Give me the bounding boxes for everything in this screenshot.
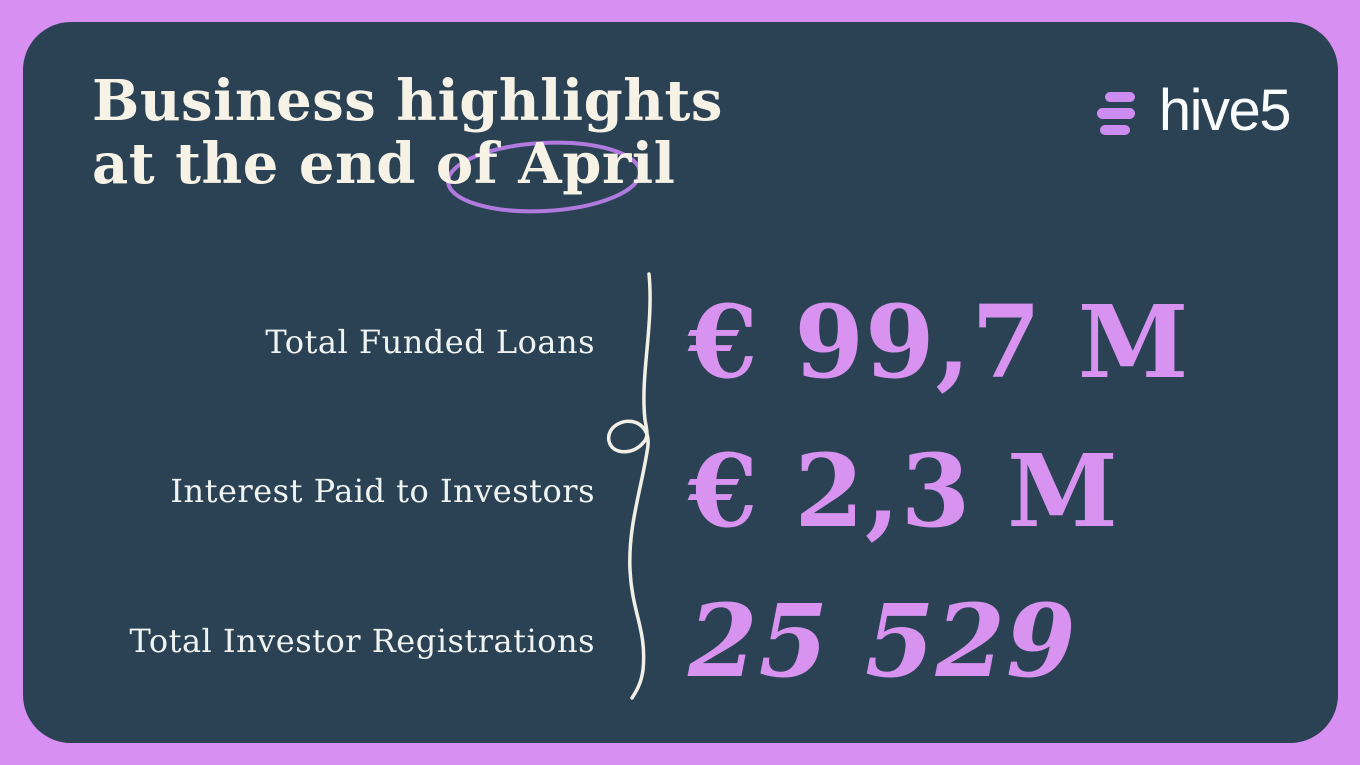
stat-row-investor-registrations: Total Investor Registrations 25 529 — [23, 584, 1338, 698]
stat-row-total-funded-loans: Total Funded Loans € 99,7 M — [23, 285, 1338, 399]
hive5-logo-bars-icon — [1096, 92, 1135, 135]
stat-value: 25 529 — [688, 582, 1077, 700]
title-highlight-month: April — [518, 131, 676, 197]
stat-row-interest-paid: Interest Paid to Investors € 2,3 M — [23, 434, 1338, 548]
stat-label: Total Funded Loans — [265, 323, 595, 361]
hive5-logo: hive5 — [1096, 78, 1292, 146]
wavy-divider-line — [607, 272, 652, 700]
page-title: Business highlights at the end of April — [92, 70, 723, 196]
title-line1: Business highlights — [92, 68, 723, 134]
logo-wordmark: hive5 — [1158, 78, 1292, 143]
stat-value: € 2,3 M — [688, 432, 1119, 550]
stat-label: Total Investor Registrations — [129, 622, 595, 660]
stat-value: € 99,7 M — [688, 283, 1190, 401]
april-circle-annotation — [446, 140, 642, 214]
highlights-card: Business highlights at the end of April h… — [23, 22, 1338, 743]
stat-label: Interest Paid to Investors — [170, 472, 595, 510]
title-line2-prefix: at the end of — [92, 131, 519, 197]
